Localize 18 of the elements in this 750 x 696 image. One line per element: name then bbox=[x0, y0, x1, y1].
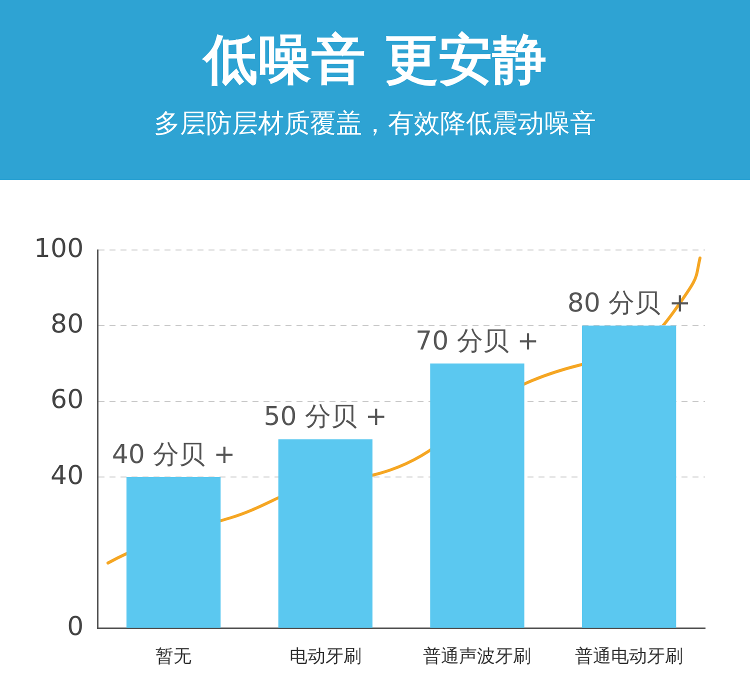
x-tick-label: 电动牙刷 bbox=[289, 646, 362, 667]
bar bbox=[126, 477, 221, 628]
chart-subtitle: 多层防层材质覆盖，有效降低震动噪音 bbox=[153, 108, 597, 141]
data-label: 70 分贝 + bbox=[416, 326, 539, 356]
y-tick-label: 80 bbox=[50, 309, 84, 340]
bar bbox=[278, 439, 372, 628]
x-tick-label: 暂无 bbox=[156, 646, 192, 667]
bar bbox=[430, 364, 524, 628]
x-tick-label: 普通声波牙刷 bbox=[423, 646, 532, 667]
chart-title: 低噪音 更安静 bbox=[201, 27, 548, 92]
x-tick-label: 普通电动牙刷 bbox=[575, 646, 684, 667]
y-tick-label: 0 bbox=[67, 612, 84, 642]
y-tick-label: 60 bbox=[50, 385, 84, 416]
y-tick-label: 40 bbox=[50, 460, 84, 491]
data-label: 50 分贝 + bbox=[264, 402, 388, 432]
bar bbox=[582, 326, 676, 628]
y-tick-label: 100 bbox=[34, 234, 84, 264]
data-label: 40 分贝 + bbox=[112, 440, 236, 470]
